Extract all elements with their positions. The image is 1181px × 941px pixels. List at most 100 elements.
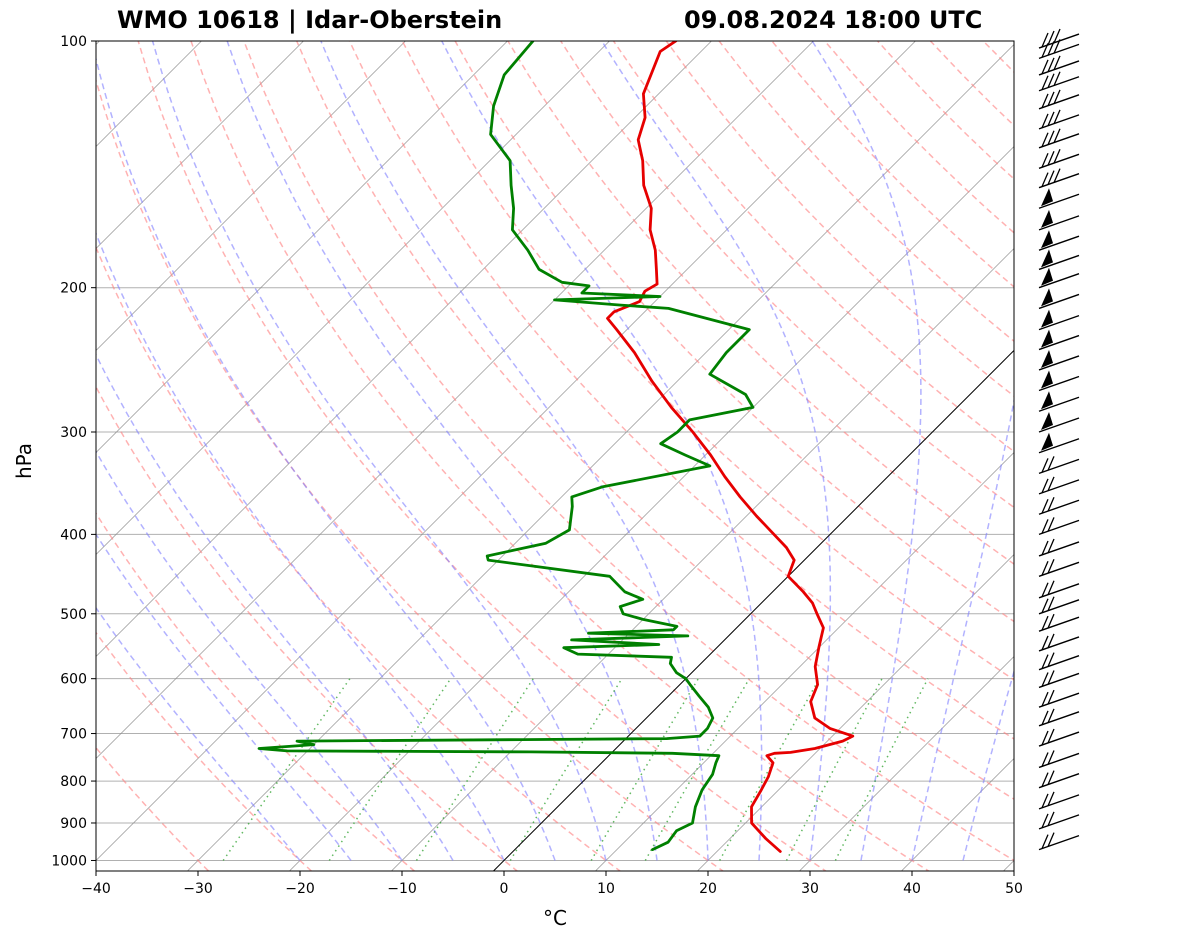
wind-barb-feather [1041,32,1049,48]
wind-barb [1038,476,1080,495]
wind-barb-staff [1038,616,1080,632]
wind-barb-feather [1047,832,1055,847]
wind-barb-staff [1038,173,1080,189]
x-tick-label: 10 [597,881,615,897]
wind-barb-staff [1038,334,1080,351]
moist-adiabat [962,668,1014,861]
x-tick-label: −40 [81,881,111,897]
wind-barb-flag [1041,249,1053,268]
moist-adiabat [911,396,1014,861]
wind-barb-staff [1038,711,1080,727]
wind-barb-feather [1041,772,1049,787]
wind-barb-staff [1038,519,1080,536]
wind-barb-feather [1041,43,1049,58]
wind-barb-feather [1047,750,1055,765]
wind-barb [1038,267,1080,289]
mixing-ratio-line [719,678,820,861]
wind-barb-staff [1038,293,1080,310]
wind-barb [1038,89,1080,110]
wind-barb-staff [1038,133,1080,149]
wind-barb-flag [1041,267,1053,286]
mixing-ratio-line [415,678,534,861]
mixing-ratio-line [590,678,699,861]
isotherm [96,41,712,657]
moist-adiabat [226,41,658,861]
grid-layer [96,41,1014,871]
x-tick-label: −30 [183,881,213,897]
wind-barb-feather [1053,89,1061,105]
moist-adiabat [1013,857,1014,861]
data-lines [257,41,855,853]
wind-barb [1038,596,1080,615]
wind-barb-feather [1041,59,1049,75]
wind-barb-staff [1038,636,1080,652]
wind-barb-staff [1038,479,1080,495]
dry-adiabat [982,41,1014,74]
wind-barb [1038,249,1080,271]
wind-barb [1038,288,1080,310]
dry-adiabat [1036,41,1181,878]
wind-barb [1038,329,1080,351]
isotherm [187,43,1014,871]
wind-barb-feather [1041,813,1049,829]
wind-barb-staff [1038,76,1080,92]
wind-barb-feather [1041,582,1049,598]
wind-barb-staff [1038,438,1080,454]
x-tick-label: −10 [387,881,417,897]
wind-barb-flag [1041,349,1053,368]
wind-barb-feather [1053,109,1061,125]
isotherm [697,553,1014,871]
isotherm [493,349,1014,871]
wind-barb-staff [1038,355,1080,371]
wind-barb-feather [1041,672,1049,687]
wind-barb [1038,670,1080,689]
wind-barb-feather [1041,498,1049,514]
isotherm [901,757,1014,871]
wind-barb-staff [1038,153,1080,169]
wind-barb-flag [1041,411,1053,430]
wind-barb [1038,309,1080,331]
wind-barb-staff [1038,60,1080,76]
dry-adiabat [96,78,725,871]
wind-barb [1038,28,1080,49]
moist-adiabat [811,41,922,861]
wind-barb [1038,39,1080,60]
wind-barb-flag [1041,391,1053,410]
wind-barb [1038,109,1080,130]
wind-barb-feather [1047,708,1055,724]
wind-barb-staff [1038,417,1080,433]
dry-adiabat [348,41,1014,740]
dry-adiabat [877,41,1014,180]
wind-barb-feather [1041,598,1049,614]
y-tick-label: 500 [60,607,87,623]
moist-adiabat [601,41,832,861]
wind-barb [1038,128,1080,149]
isotherm [595,451,1014,871]
wind-barb-feather [1053,71,1061,86]
wind-barb-feather [1047,559,1055,574]
y-tick-label: 800 [60,774,87,790]
wind-barb-feather [1041,834,1049,849]
wind-barb-staff [1038,235,1080,251]
wind-barb-feather [1047,476,1055,492]
wind-barb-feather [1041,540,1049,556]
isotherm [96,41,916,861]
wind-barbs [1038,28,1080,851]
wind-barb-feather [1053,28,1061,44]
isotherm [391,247,1014,871]
wind-barb [1038,770,1080,789]
wind-barb-feather [1047,456,1055,471]
mixing-ratio-line [328,678,452,861]
wind-barb-feather [1047,517,1055,532]
wind-barb-flag [1041,230,1053,249]
wind-barb-flag [1041,288,1053,307]
x-axis-label: °C [543,906,567,930]
wind-barb [1038,349,1080,371]
wind-barb [1038,708,1080,727]
mixing-ratio-line [644,678,750,861]
temperature-profile [606,41,855,853]
wind-barb [1038,633,1080,652]
dry-adiabat [401,41,1014,681]
wind-barb-feather [1047,633,1055,649]
wind-barb-staff [1038,692,1080,708]
